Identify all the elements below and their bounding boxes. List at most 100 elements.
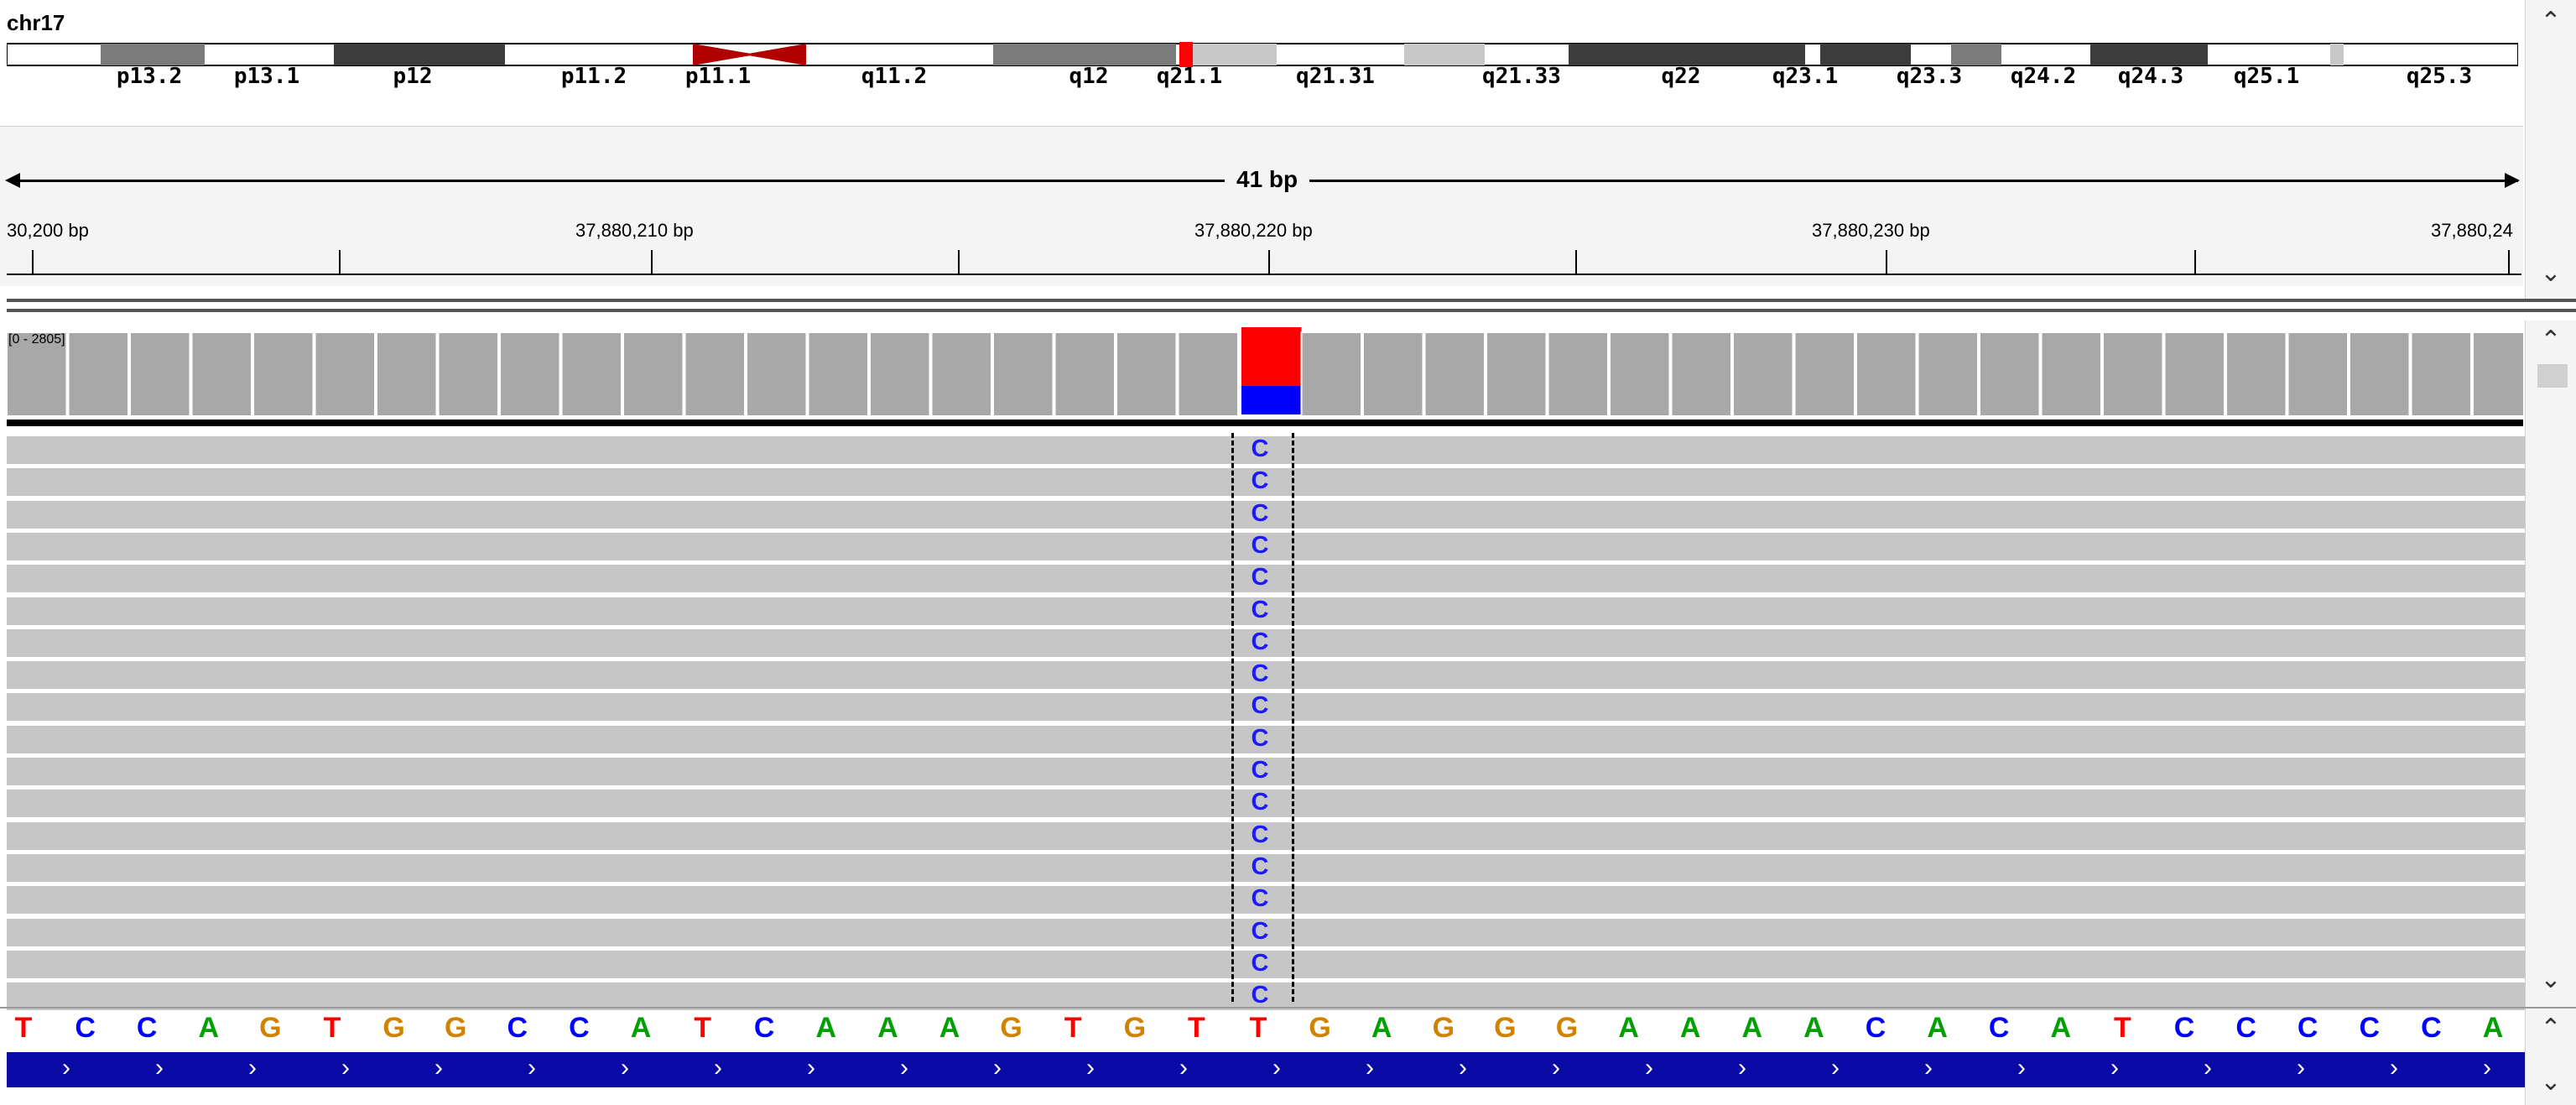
coverage-bar[interactable]	[807, 331, 869, 417]
band-label: q21.1	[1156, 64, 1223, 89]
sequence-base: C	[753, 1012, 775, 1044]
strand-arrow-icon: ›	[621, 1054, 629, 1082]
coverage-bar[interactable]	[1116, 331, 1178, 417]
panel-divider[interactable]	[7, 309, 2576, 312]
sequence-base: T	[694, 1012, 711, 1044]
coverage-bar[interactable]	[1793, 331, 1855, 417]
read-row[interactable]	[7, 790, 2527, 818]
coverage-bar[interactable]	[869, 331, 931, 417]
coverage-bar[interactable]	[2163, 331, 2225, 417]
read-row[interactable]	[7, 853, 2527, 882]
coverage-bar[interactable]	[2349, 331, 2411, 417]
band-label: p12	[393, 64, 433, 89]
read-row[interactable]	[7, 628, 2527, 657]
strand-arrow-icon: ›	[1831, 1054, 1840, 1082]
coverage-bar[interactable]	[129, 331, 191, 417]
read-row[interactable]	[7, 725, 2527, 753]
gene-track[interactable]	[7, 1052, 2525, 1087]
coverage-bar[interactable]	[1732, 331, 1794, 417]
coverage-bar[interactable]	[560, 331, 622, 417]
read-row[interactable]	[7, 500, 2527, 529]
chevron-down-icon[interactable]: ⌄	[2540, 259, 2562, 287]
coverage-bar[interactable]	[314, 331, 376, 417]
data-scrollbar[interactable]: ⌃ ⌄	[2525, 321, 2576, 1007]
band-label: q22	[1661, 64, 1701, 89]
coverage-bar[interactable]	[252, 331, 315, 417]
coverage-bar[interactable]	[1423, 331, 1486, 417]
header-scrollbar[interactable]: ⌃ ⌄	[2525, 0, 2576, 299]
coverage-bar[interactable]	[1177, 331, 1239, 417]
coverage-bar[interactable]	[2225, 331, 2287, 417]
chevron-up-icon[interactable]: ⌃	[2540, 1014, 2562, 1042]
coverage-bar[interactable]	[684, 331, 746, 417]
read-row[interactable]	[7, 950, 2527, 978]
read-row[interactable]	[7, 821, 2527, 850]
strand-arrow-icon: ›	[993, 1054, 1002, 1082]
chevron-up-icon[interactable]: ⌃	[2540, 8, 2562, 35]
coverage-mismatch-alt[interactable]	[1241, 386, 1302, 414]
panel-divider[interactable]	[7, 299, 2576, 302]
read-row[interactable]	[7, 661, 2527, 690]
sequence-base: T	[323, 1012, 341, 1044]
coverage-bar[interactable]	[1917, 331, 1979, 417]
coverage-bar[interactable]	[1486, 331, 1548, 417]
coverage-bar[interactable]	[2410, 331, 2472, 417]
coverage-bar[interactable]	[7, 331, 68, 417]
arrow-right-icon	[2505, 173, 2520, 188]
ruler-panel[interactable]	[0, 126, 2523, 286]
sequence-base: C	[2421, 1012, 2442, 1044]
coverage-bar[interactable]	[1362, 331, 1424, 417]
coverage-bar[interactable]	[1547, 331, 1609, 417]
coverage-bar[interactable]	[930, 331, 992, 417]
coverage-bar[interactable]	[1979, 331, 2041, 417]
coverage-bar[interactable]	[746, 331, 808, 417]
read-row[interactable]	[7, 918, 2527, 946]
coverage-bar[interactable]	[437, 331, 499, 417]
strand-arrow-icon: ›	[1924, 1054, 1933, 1082]
coverage-bar[interactable]	[1670, 331, 1732, 417]
sequence-scrollbar[interactable]: ⌃ ⌄	[2525, 1009, 2576, 1105]
coverage-bar[interactable]	[2102, 331, 2164, 417]
read-row[interactable]	[7, 983, 2527, 1011]
strand-arrow-icon: ›	[1459, 1054, 1467, 1082]
coverage-bars[interactable]	[7, 326, 2523, 418]
sequence-base: A	[198, 1012, 220, 1044]
coverage-mismatch-ref[interactable]	[1241, 327, 1302, 386]
read-mismatch-base: C	[1251, 757, 1269, 784]
coverage-bar[interactable]	[2287, 331, 2349, 417]
coverage-bar[interactable]	[376, 331, 438, 417]
read-row[interactable]	[7, 597, 2527, 625]
read-mismatch-base: C	[1251, 789, 1269, 816]
sequence-base: A	[1741, 1012, 1763, 1044]
chromosome-ideogram[interactable]	[7, 42, 2518, 67]
scrollbar-thumb[interactable]	[2537, 364, 2568, 388]
coverage-bar[interactable]	[992, 331, 1054, 417]
coverage-bar[interactable]	[2472, 331, 2523, 417]
coverage-bar[interactable]	[1609, 331, 1671, 417]
strand-arrow-icon: ›	[155, 1054, 164, 1082]
coverage-baseline	[7, 420, 2523, 426]
ruler-tick	[651, 250, 653, 274]
coverage-bar[interactable]	[499, 331, 561, 417]
coverage-bar[interactable]	[1054, 331, 1116, 417]
coverage-bar[interactable]	[190, 331, 252, 417]
coverage-bar[interactable]	[1300, 331, 1362, 417]
chevron-down-icon[interactable]: ⌄	[2540, 966, 2562, 993]
coverage-bar[interactable]	[1855, 331, 1918, 417]
read-row[interactable]	[7, 693, 2527, 722]
coverage-bar[interactable]	[622, 331, 684, 417]
read-row[interactable]	[7, 758, 2527, 785]
read-row[interactable]	[7, 886, 2527, 915]
read-row[interactable]	[7, 468, 2527, 497]
band-label: q21.31	[1296, 64, 1375, 89]
read-row[interactable]	[7, 436, 2527, 464]
read-row[interactable]	[7, 565, 2527, 593]
coverage-bar[interactable]	[67, 331, 129, 417]
coverage-bar[interactable]	[2040, 331, 2102, 417]
chevron-down-icon[interactable]: ⌄	[2540, 1068, 2562, 1096]
sequence-base: C	[569, 1012, 590, 1044]
chevron-up-icon[interactable]: ⌃	[2540, 326, 2562, 354]
read-row[interactable]	[7, 532, 2527, 560]
read-mismatch-base: C	[1251, 724, 1269, 752]
strand-arrow-icon: ›	[2204, 1054, 2212, 1082]
